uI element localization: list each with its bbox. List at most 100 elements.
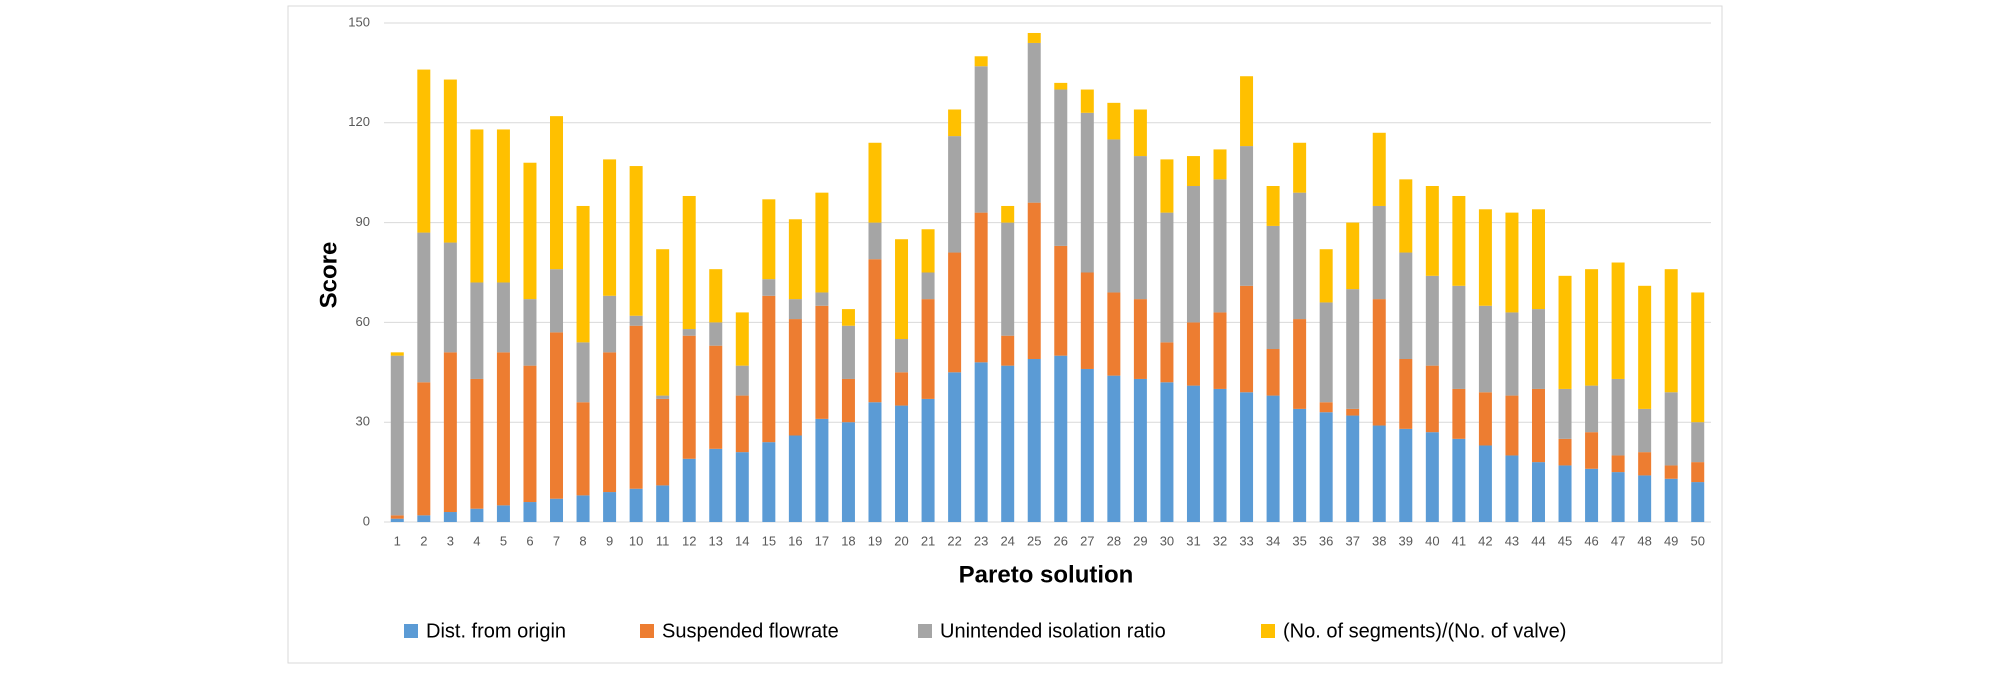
bar-segment (576, 402, 590, 496)
bar-segment (1664, 392, 1678, 466)
y-tick-label: 150 (348, 14, 370, 29)
bar-segment (1478, 392, 1492, 446)
bar-segment (550, 498, 564, 522)
x-tick-label: 43 (1505, 533, 1519, 548)
bar-segment (841, 378, 855, 423)
x-tick-label: 13 (709, 533, 723, 548)
x-tick-label: 11 (656, 533, 670, 548)
bar-segment (1001, 335, 1015, 366)
bar-segment (523, 365, 537, 503)
bar-segment (1691, 292, 1705, 423)
bar-segment (895, 372, 909, 406)
x-tick-label: 18 (841, 533, 855, 548)
bar-segment (1638, 452, 1652, 476)
x-tick-label: 3 (447, 533, 454, 548)
x-tick-label: 22 (947, 533, 961, 548)
bar-segment (1186, 186, 1200, 323)
bar-segment (921, 229, 935, 273)
bar-segment (1452, 195, 1466, 286)
bar-segment (1478, 445, 1492, 522)
bar-segment (788, 299, 802, 320)
x-tick-label: 14 (735, 533, 749, 548)
bar-segment (1585, 468, 1599, 522)
bar-segment (1266, 349, 1280, 396)
x-tick-label: 15 (762, 533, 776, 548)
legend-label: (No. of segments)/(No. of valve) (1283, 620, 1566, 642)
bar-segment (762, 442, 776, 522)
bar-segment (682, 329, 696, 336)
bar-segment (1107, 375, 1121, 522)
bar-segment (1372, 205, 1386, 300)
bar-segment (417, 382, 431, 516)
bar-segment (496, 129, 510, 283)
bar-segment (1319, 412, 1333, 522)
x-tick-label: 24 (1000, 533, 1014, 548)
bar-segment (1133, 299, 1147, 379)
bar-segment (390, 352, 404, 356)
x-tick-label: 26 (1054, 533, 1068, 548)
bar-segment (1240, 392, 1254, 522)
bar-segment (1585, 269, 1599, 386)
bar-segment (1478, 305, 1492, 393)
bar-segment (948, 372, 962, 522)
bar-segment (656, 395, 670, 399)
bar-segment (974, 56, 988, 67)
bar-segment (1293, 408, 1307, 522)
x-tick-label: 8 (579, 533, 586, 548)
bar-segment (1266, 186, 1280, 226)
x-tick-label: 6 (526, 533, 533, 548)
x-tick-label: 49 (1664, 533, 1678, 548)
bar-segment (576, 205, 590, 343)
bar-segment (1346, 289, 1360, 409)
bar-segment (815, 292, 829, 306)
bar-segment (1372, 299, 1386, 426)
bar-segment (762, 295, 776, 443)
bar-segment (1186, 385, 1200, 522)
x-tick-label: 20 (894, 533, 908, 548)
bar-segment (1372, 132, 1386, 206)
bar-segment (1213, 388, 1227, 522)
bar-segment (656, 398, 670, 486)
bar-segment (1638, 475, 1652, 522)
bar-segment (1133, 156, 1147, 300)
bar-segment (1160, 342, 1174, 383)
bar-segment (390, 515, 404, 519)
bar-segment (895, 239, 909, 340)
bar-segment (948, 136, 962, 253)
bar-segment (868, 402, 882, 522)
bar-segment (417, 69, 431, 233)
y-axis-title: Score (315, 242, 342, 309)
bar-segment (735, 312, 749, 366)
bar-segment (1080, 89, 1094, 113)
bar-segment (762, 199, 776, 280)
bar-segment (1186, 322, 1200, 386)
x-tick-label: 33 (1239, 533, 1253, 548)
legend-swatch (918, 624, 932, 638)
bar-segment (1664, 478, 1678, 522)
bar-segment (709, 448, 723, 522)
bar-segment (1399, 428, 1413, 522)
bar-segment (1531, 388, 1545, 463)
bar-segment (1664, 465, 1678, 479)
bar-segment (1558, 438, 1572, 466)
bar-segment (841, 325, 855, 379)
bar-segment (1505, 455, 1519, 522)
bar-segment (868, 259, 882, 403)
x-tick-label: 39 (1399, 533, 1413, 548)
bar-segment (1080, 368, 1094, 522)
bar-segment (1452, 285, 1466, 389)
bar-segment (815, 192, 829, 293)
bar-segment (1293, 319, 1307, 409)
x-tick-label: 28 (1107, 533, 1121, 548)
x-tick-label: 34 (1266, 533, 1280, 548)
bar-segment (1319, 249, 1333, 303)
legend-swatch (1261, 624, 1275, 638)
bar-segment (1425, 432, 1439, 522)
bar-segment (496, 505, 510, 522)
bar-segment (1133, 109, 1147, 157)
bar-segment (603, 352, 617, 493)
x-tick-label: 38 (1372, 533, 1386, 548)
bar-segment (1425, 186, 1439, 276)
bar-segment (443, 79, 457, 243)
bar-segment (1611, 262, 1625, 379)
